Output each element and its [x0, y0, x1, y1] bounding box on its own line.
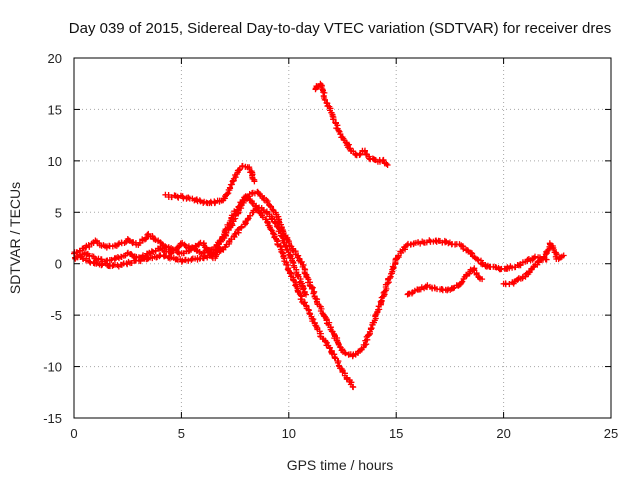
y-tick-label: -10 [43, 360, 62, 375]
series-markers-track-5 [312, 80, 391, 168]
grid-layer [74, 58, 611, 418]
y-tick-label: 10 [48, 154, 62, 169]
x-tick-label: 5 [178, 426, 185, 441]
series-track-3 [74, 203, 309, 298]
x-tick-label: 0 [70, 426, 77, 441]
series-track-5 [312, 80, 391, 168]
x-tick-label: 10 [282, 426, 296, 441]
y-tick-label: 5 [55, 205, 62, 220]
series-track-6 [404, 265, 486, 298]
data-layer [71, 80, 567, 391]
series-track-4 [162, 162, 258, 207]
series-markers-track-4 [162, 162, 258, 207]
x-tick-label: 20 [496, 426, 510, 441]
plot-frame [73, 57, 612, 419]
y-tick-label: -5 [50, 308, 62, 323]
series-markers-track-3 [74, 203, 309, 298]
x-tick-label: 15 [389, 426, 403, 441]
y-tick-label: 20 [48, 51, 62, 66]
y-tick-label: 15 [48, 102, 62, 117]
x-tick-label: 25 [604, 426, 618, 441]
series-markers-track-7 [500, 240, 567, 288]
x-axis-title: GPS time / hours [287, 457, 394, 473]
series-markers-track-6 [404, 265, 486, 298]
tick-layer: 0 5 10 15 20 25 -15 -10 -5 0 5 10 15 20 [43, 51, 618, 441]
y-tick-label: -15 [43, 411, 62, 426]
y-axis-title: SDTVAR / TECUs [7, 182, 23, 294]
chart-title: Day 039 of 2015, Sidereal Day-to-day VTE… [69, 20, 611, 37]
series-track-7 [500, 240, 567, 288]
y-tick-label: 0 [55, 257, 62, 272]
